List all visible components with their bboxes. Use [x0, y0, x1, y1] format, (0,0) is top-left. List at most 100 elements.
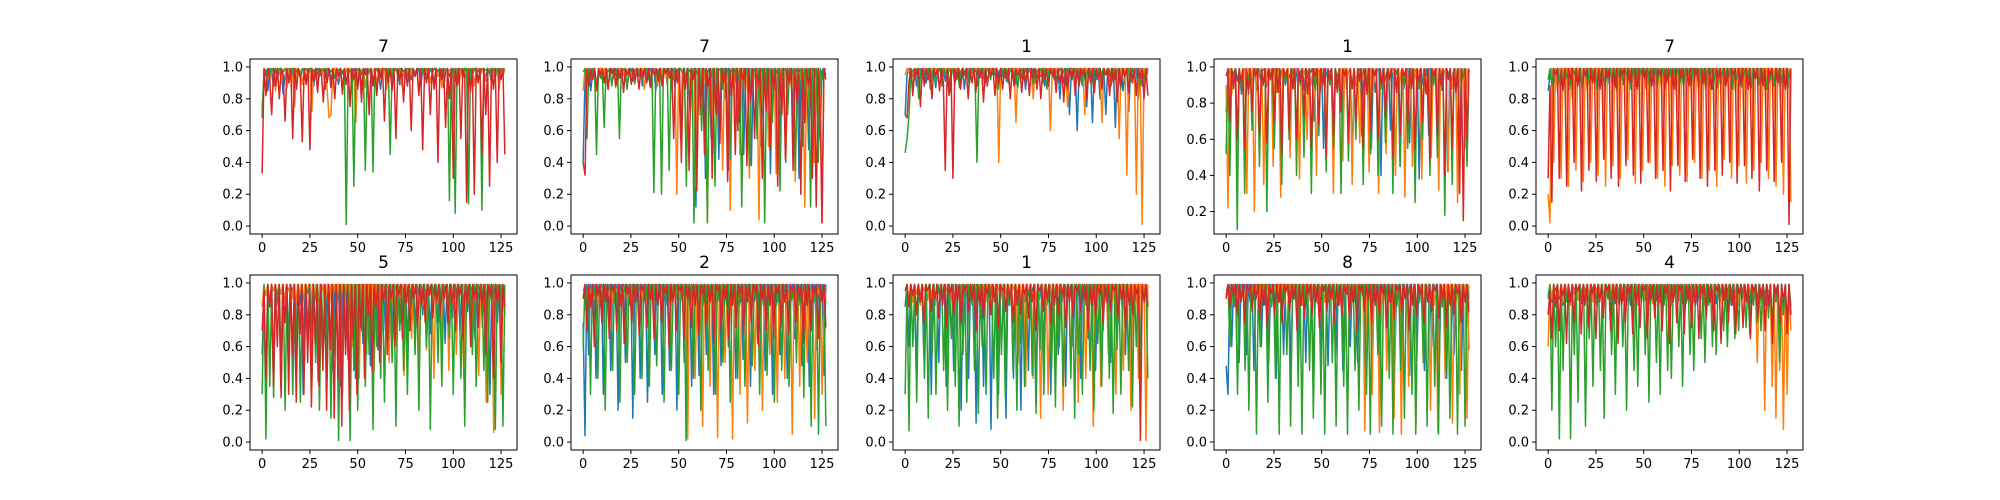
y-tick-label: 0.2: [543, 404, 564, 419]
y-tick-label: 1.0: [543, 60, 564, 75]
y-tick-label: 0.4: [543, 372, 564, 387]
series-line-4: [1225, 283, 1470, 332]
x-tick-label: 100: [441, 241, 466, 256]
subplot-6: 0 25 50 75 100 125 0.0 0.2 0.4 0.6 0.8 1.0 5: [222, 253, 518, 472]
y-tick-label: 0.0: [1186, 436, 1207, 451]
x-tick-label: 0: [1222, 241, 1230, 256]
plot-frame: [1535, 58, 1804, 235]
y-tick-label: 1.0: [1186, 276, 1207, 291]
x-tick-label: 50: [349, 457, 366, 472]
y-tick-label: 1.0: [1186, 60, 1207, 75]
x-tick-label: 0: [579, 241, 587, 256]
y-tick-label: 0.2: [1186, 404, 1207, 419]
y-tick-label: 0.0: [222, 436, 243, 451]
y-tick-label: 0.4: [865, 372, 886, 387]
plot-frame: [1213, 274, 1482, 451]
x-tick-label: 25: [1266, 457, 1283, 472]
x-tick-label: 100: [1084, 241, 1109, 256]
x-tick-label: 75: [397, 241, 414, 256]
subplot-2: 0 25 50 75 100 125 0.0 0.2 0.4 0.6 0.8 1.0 7: [543, 37, 839, 256]
y-tick-label: 1.0: [222, 60, 243, 75]
y-tick-label: 0.6: [222, 340, 243, 355]
y-tick-label: 0.0: [865, 436, 886, 451]
x-tick-label: 75: [397, 457, 414, 472]
x-tick-label: 100: [762, 241, 787, 256]
y-tick-label: 0.6: [1186, 133, 1207, 148]
series-line-4: [582, 283, 827, 348]
y-tick-label: 1.0: [865, 276, 886, 291]
subplot-title: 1: [1021, 253, 1032, 273]
x-tick-label: 125: [489, 241, 514, 256]
plot-frame: [1535, 274, 1804, 451]
plot-frame: [249, 58, 518, 235]
y-tick-label: 0.6: [1508, 340, 1529, 355]
x-tick-label: 100: [441, 457, 466, 472]
series-line-4: [261, 283, 506, 427]
x-tick-label: 25: [623, 457, 640, 472]
x-tick-label: 125: [1453, 241, 1478, 256]
x-tick-label: 75: [1040, 457, 1057, 472]
y-tick-label: 0.8: [222, 308, 243, 323]
subplot-title: 2: [699, 253, 710, 273]
x-tick-label: 0: [1544, 457, 1552, 472]
y-tick-label: 0.8: [1508, 92, 1529, 107]
x-tick-label: 50: [1313, 457, 1330, 472]
subplot-title: 1: [1021, 37, 1032, 57]
y-tick-label: 0.4: [1186, 169, 1207, 184]
y-tick-label: 0.4: [1186, 372, 1207, 387]
x-tick-label: 50: [1635, 457, 1652, 472]
plot-frame: [570, 274, 839, 451]
series-line-4: [261, 67, 506, 203]
y-tick-label: 0.2: [222, 404, 243, 419]
y-tick-label: 0.0: [1508, 220, 1529, 235]
x-tick-label: 100: [1727, 241, 1752, 256]
y-tick-label: 0.6: [1508, 124, 1529, 139]
y-tick-label: 0.8: [865, 308, 886, 323]
x-tick-label: 0: [258, 241, 266, 256]
y-tick-label: 0.4: [1508, 156, 1529, 171]
x-tick-label: 25: [1588, 241, 1605, 256]
y-tick-label: 0.0: [543, 220, 564, 235]
y-tick-label: 0.4: [222, 156, 243, 171]
y-tick-label: 1.0: [222, 276, 243, 291]
y-tick-label: 0.4: [222, 372, 243, 387]
y-tick-label: 0.8: [222, 92, 243, 107]
plot-frame: [570, 58, 839, 235]
subplot-title: 7: [1664, 37, 1675, 57]
y-tick-label: 0.6: [543, 124, 564, 139]
y-tick-label: 1.0: [1508, 60, 1529, 75]
y-tick-label: 0.8: [1186, 308, 1207, 323]
x-tick-label: 25: [302, 241, 319, 256]
y-tick-label: 0.0: [222, 220, 243, 235]
y-tick-label: 0.6: [865, 124, 886, 139]
series-line-4: [1225, 68, 1470, 222]
y-tick-label: 0.0: [1508, 436, 1529, 451]
y-tick-label: 0.4: [543, 156, 564, 171]
y-tick-label: 0.2: [222, 188, 243, 203]
subplot-9: 0 25 50 75 100 125 0.0 0.2 0.4 0.6 0.8 1.0 8: [1186, 253, 1482, 472]
x-tick-label: 50: [670, 457, 687, 472]
x-tick-label: 100: [762, 457, 787, 472]
series-line-4: [1547, 283, 1792, 345]
x-tick-label: 50: [1635, 241, 1652, 256]
x-tick-label: 25: [302, 457, 319, 472]
y-tick-label: 0.8: [543, 308, 564, 323]
series-line-3: [582, 67, 827, 224]
x-tick-label: 0: [579, 457, 587, 472]
series-line-4: [1547, 67, 1792, 226]
x-tick-label: 75: [1361, 241, 1378, 256]
y-tick-label: 1.0: [1508, 276, 1529, 291]
subplot-4: 0 25 50 75 100 125 0.2 0.4 0.6 0.8 1.0 1: [1186, 37, 1482, 256]
x-tick-label: 75: [718, 241, 735, 256]
x-tick-label: 50: [670, 241, 687, 256]
x-tick-label: 100: [1405, 457, 1430, 472]
subplot-title: 1: [1342, 37, 1353, 57]
y-tick-label: 0.2: [1186, 205, 1207, 220]
x-tick-label: 75: [1040, 241, 1057, 256]
subplot-title: 7: [699, 37, 710, 57]
y-tick-label: 0.8: [1186, 97, 1207, 112]
plot-frame: [892, 274, 1161, 451]
y-tick-label: 0.4: [865, 156, 886, 171]
x-tick-label: 75: [1683, 241, 1700, 256]
